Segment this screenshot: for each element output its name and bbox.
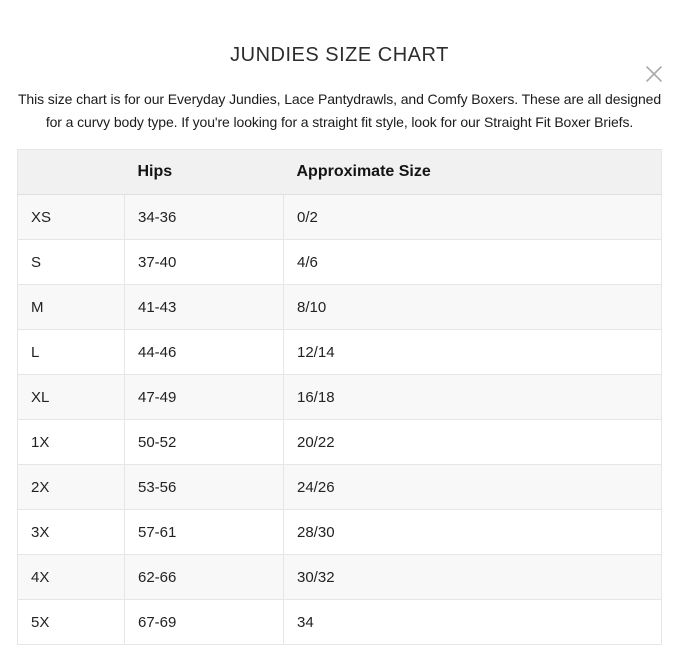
approx-size-cell: 30/32 (283, 554, 662, 600)
table-row: L 44-46 12/14 (17, 329, 662, 375)
close-button[interactable] (641, 61, 667, 87)
size-label-cell: XL (17, 374, 125, 420)
approx-size-cell: 4/6 (283, 239, 662, 285)
approx-size-cell: 12/14 (283, 329, 662, 375)
hips-cell: 37-40 (124, 239, 284, 285)
hips-cell: 50-52 (124, 419, 284, 465)
approx-size-cell: 16/18 (283, 374, 662, 420)
hips-cell: 57-61 (124, 509, 284, 555)
table-row: S 37-40 4/6 (17, 239, 662, 285)
table-row: 4X 62-66 30/32 (17, 554, 662, 600)
hips-cell: 53-56 (124, 464, 284, 510)
table-row: 3X 57-61 28/30 (17, 509, 662, 555)
size-chart-modal: JUNDIES SIZE CHART This size chart is fo… (0, 44, 679, 666)
hips-cell: 41-43 (124, 284, 284, 330)
size-chart-description: This size chart is for our Everyday Jund… (17, 91, 662, 130)
table-row: 2X 53-56 24/26 (17, 464, 662, 510)
table-row: M 41-43 8/10 (17, 284, 662, 330)
table-row: 5X 67-69 34 (17, 599, 662, 645)
approx-size-cell: 0/2 (283, 194, 662, 240)
size-chart-table: Hips Approximate Size XS 34-36 0/2 S 37-40 4/… (17, 149, 662, 645)
hips-cell: 47-49 (124, 374, 284, 420)
table-row: XS 34-36 0/2 (17, 194, 662, 240)
approx-size-cell: 24/26 (283, 464, 662, 510)
size-label-cell: 5X (17, 599, 125, 645)
approx-size-cell: 34 (283, 599, 662, 645)
hips-cell: 34-36 (124, 194, 284, 240)
column-header-hips: Hips (124, 149, 284, 195)
approx-size-cell: 8/10 (283, 284, 662, 330)
page-title: JUNDIES SIZE CHART (230, 44, 449, 66)
column-header-approximate-size: Approximate Size (283, 149, 662, 195)
approx-size-cell: 28/30 (283, 509, 662, 555)
size-table-body: XS 34-36 0/2 S 37-40 4/6 M 41-43 8/10 L 44-46 12/14… (17, 194, 662, 645)
table-header-row: Hips Approximate Size (17, 149, 662, 195)
size-label-cell: 1X (17, 419, 125, 465)
size-label-cell: 2X (17, 464, 125, 510)
size-label-cell: XS (17, 194, 125, 240)
hips-cell: 44-46 (124, 329, 284, 375)
size-label-cell: M (17, 284, 125, 330)
column-header-size (17, 149, 125, 195)
hips-cell: 67-69 (124, 599, 284, 645)
table-row: XL 47-49 16/18 (17, 374, 662, 420)
size-label-cell: 3X (17, 509, 125, 555)
close-icon (646, 66, 662, 82)
size-label-cell: S (17, 239, 125, 285)
size-label-cell: 4X (17, 554, 125, 600)
approx-size-cell: 20/22 (283, 419, 662, 465)
hips-cell: 62-66 (124, 554, 284, 600)
size-label-cell: L (17, 329, 125, 375)
table-row: 1X 50-52 20/22 (17, 419, 662, 465)
